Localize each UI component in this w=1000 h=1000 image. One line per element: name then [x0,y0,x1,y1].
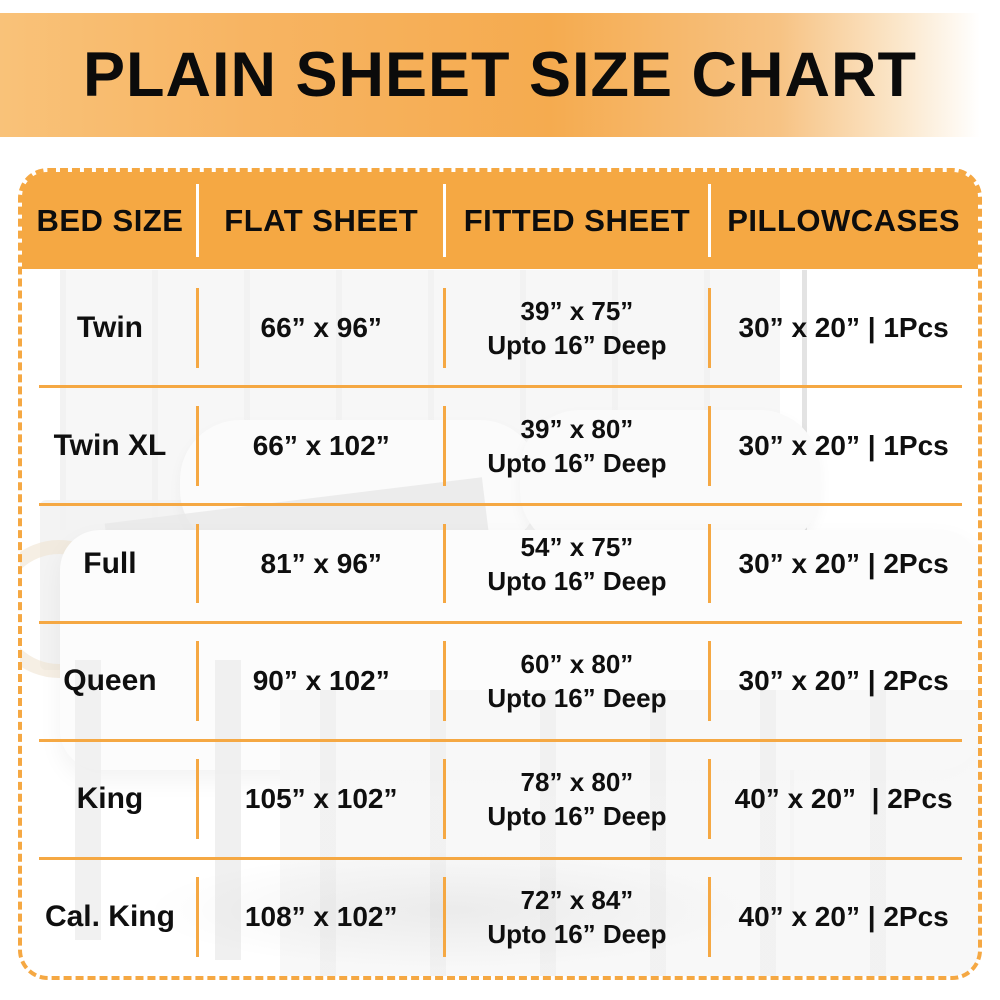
flat-sheet-cell: 66” x 96” [198,269,446,387]
table-row-cal-king: Cal. King 108” x 102” 72” x 84” Upto 16”… [22,858,978,976]
table-row-full: Full 81” x 96” 54” x 75” Upto 16” Deep 3… [22,505,978,624]
fitted-sheet-cell: 72” x 84” Upto 16” Deep [445,858,711,976]
bed-size-cell: Queen [22,622,200,740]
fitted-depth: Upto 16” Deep [487,919,667,950]
fitted-size: 54” x 75” [520,531,634,562]
pillowcases-cell: 30” x 20” | 2Pcs [738,547,949,579]
column-header-pillowcases: PILLOWCASES [727,202,961,238]
table-row-king: King 105” x 102” 78” x 80” Upto 16” Deep… [22,740,978,860]
fitted-depth: Upto 16” Deep [487,447,667,478]
bed-size-cell: Full [22,505,200,623]
fitted-sheet-cell: 60” x 80” Upto 16” Deep [445,622,711,740]
bed-size-cell: Twin [22,269,200,387]
pillowcases-cell: 30” x 20” | 2Pcs [738,665,949,697]
bed-size-cell: Twin XL [22,387,200,505]
fitted-size: 78” x 80” [520,767,634,798]
column-header-flat-sheet: FLAT SHEET [198,172,446,269]
table-body: Twin 66” x 96” 39” x 75” Upto 16” Deep 3… [22,269,978,976]
fitted-sheet-cell: 54” x 75” Upto 16” Deep [445,505,711,623]
table-header-row: BED SIZE FLAT SHEET FITTED SHEET PILLOWC… [22,172,978,269]
fitted-depth: Upto 16” Deep [487,801,667,832]
fitted-sheet-cell: 39” x 80” Upto 16” Deep [445,387,711,505]
fitted-size: 39” x 75” [520,295,634,326]
fitted-depth: Upto 16” Deep [487,329,667,360]
flat-sheet-cell: 105” x 102” [198,740,446,858]
fitted-size: 39” x 80” [520,413,634,444]
pillowcases-cell: 40” x 20” | 2Pcs [738,901,949,933]
fitted-depth: Upto 16” Deep [487,565,667,596]
fitted-size: 60” x 80” [520,649,634,680]
flat-sheet-cell: 81” x 96” [198,505,446,623]
flat-sheet-cell: 66” x 102” [198,387,446,505]
fitted-size: 72” x 84” [520,885,634,916]
title-banner: PLAIN SHEET SIZE CHART [0,13,1000,137]
fitted-sheet-cell: 39” x 75” Upto 16” Deep [445,269,711,387]
column-header-bed-size: BED SIZE [22,172,200,269]
table-row-twin-xl: Twin XL 66” x 102” 39” x 80” Upto 16” De… [22,387,978,506]
pillowcases-cell: 40” x 20” | 2Pcs [734,783,953,815]
table-row-twin: Twin 66” x 96” 39” x 75” Upto 16” Deep 3… [22,269,978,389]
table-row-queen: Queen 90” x 102” 60” x 80” Upto 16” Deep… [22,622,978,742]
bed-size-cell: Cal. King [22,858,200,976]
flat-sheet-cell: 108” x 102” [198,858,446,976]
fitted-depth: Upto 16” Deep [487,683,667,714]
page-title: PLAIN SHEET SIZE CHART [82,40,918,110]
fitted-sheet-cell: 78” x 80” Upto 16” Deep [445,740,711,858]
pillowcases-cell: 30” x 20” | 1Pcs [738,429,949,461]
size-chart-table: BED SIZE FLAT SHEET FITTED SHEET PILLOWC… [18,168,982,980]
bed-size-cell: King [22,740,200,858]
column-header-fitted-sheet: FITTED SHEET [445,172,711,269]
flat-sheet-cell: 90” x 102” [198,622,446,740]
pillowcases-cell: 30” x 20” | 1Pcs [738,311,949,343]
